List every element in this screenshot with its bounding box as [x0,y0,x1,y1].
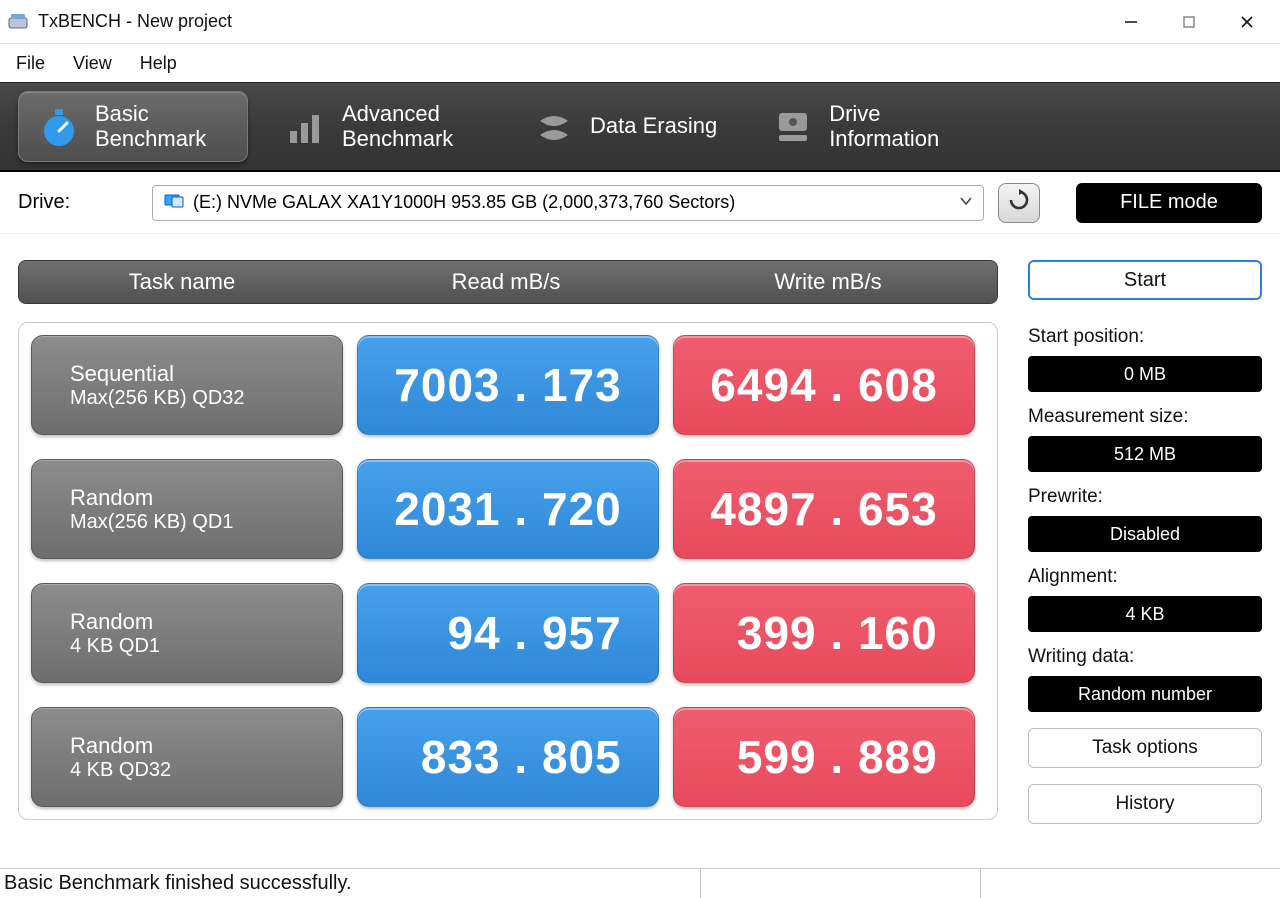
side-panel: Start Start position: 0 MB Measurement s… [1028,260,1262,866]
header-task: Task name [19,269,345,295]
read-value: 833 . 805 [357,707,659,807]
read-value: 2031 . 720 [357,459,659,559]
window-minimize-button[interactable] [1102,0,1160,44]
task-line1: Sequential [70,361,342,387]
tab-label-line2: Information [829,127,939,151]
start-button[interactable]: Start [1028,260,1262,300]
read-value: 7003 . 173 [357,335,659,435]
stopwatch-icon [37,105,81,149]
read-value: 94 . 957 [357,583,659,683]
task-line1: Random [70,733,342,759]
status-cell-2 [700,869,980,898]
reload-icon [1008,189,1030,216]
bar-chart-icon [284,105,328,149]
main-tabstrip: Basic Benchmark Advanced Benchmark Data … [0,82,1280,172]
menubar: File View Help [0,44,1280,82]
benchmark-row: Random Max(256 KB) QD1 2031 . 720 4897 .… [31,459,985,559]
task-line1: Random [70,609,342,635]
tab-label-line1: Basic [95,102,206,126]
write-value: 599 . 889 [673,707,975,807]
start-position-value[interactable]: 0 MB [1028,356,1262,392]
writing-data-label: Writing data: [1028,646,1262,668]
write-value: 399 . 160 [673,583,975,683]
status-cell-3 [980,869,1280,898]
start-label: Start [1124,269,1166,292]
file-mode-label: FILE mode [1120,191,1218,214]
drive-select[interactable]: (E:) NVMe GALAX XA1Y1000H 953.85 GB (2,0… [152,185,984,221]
app-icon [8,12,28,32]
task-cell[interactable]: Random 4 KB QD1 [31,583,343,683]
window-close-button[interactable] [1218,0,1276,44]
tab-advanced-benchmark[interactable]: Advanced Benchmark [266,92,496,160]
task-line2: 4 KB QD32 [70,759,342,782]
status-text: Basic Benchmark finished successfully. [0,872,700,895]
chevron-down-icon [959,192,973,213]
menu-view[interactable]: View [73,53,112,74]
reload-button[interactable] [998,183,1040,223]
erase-icon [532,105,576,149]
window-title: TxBENCH - New project [38,11,232,32]
benchmark-body: Sequential Max(256 KB) QD32 7003 . 173 6… [18,322,998,820]
drive-row: Drive: (E:) NVMe GALAX XA1Y1000H 953.85 … [0,172,1280,234]
tab-basic-benchmark[interactable]: Basic Benchmark [18,91,248,161]
drive-icon [163,191,185,214]
tab-label-line1: Drive [829,102,939,126]
drive-info-icon [771,105,815,149]
menu-help[interactable]: Help [140,53,177,74]
titlebar: TxBENCH - New project [0,0,1280,44]
menu-file[interactable]: File [16,53,45,74]
statusbar: Basic Benchmark finished successfully. [0,868,1280,898]
benchmark-row: Random 4 KB QD1 94 . 957 399 . 160 [31,583,985,683]
benchmark-header: Task name Read mB/s Write mB/s [18,260,998,304]
alignment-value[interactable]: 4 KB [1028,596,1262,632]
task-line2: Max(256 KB) QD1 [70,511,342,534]
tab-label-line1: Data Erasing [590,114,717,138]
tab-label-line2: Benchmark [342,127,453,151]
tab-data-erasing[interactable]: Data Erasing [514,95,735,159]
task-line1: Random [70,485,342,511]
content-area: Task name Read mB/s Write mB/s Sequentia… [0,234,1280,876]
start-position-label: Start position: [1028,326,1262,348]
task-cell[interactable]: Random 4 KB QD32 [31,707,343,807]
measurement-size-value[interactable]: 512 MB [1028,436,1262,472]
file-mode-button[interactable]: FILE mode [1076,183,1262,223]
task-options-button[interactable]: Task options [1028,728,1262,768]
benchmark-row: Sequential Max(256 KB) QD32 7003 . 173 6… [31,335,985,435]
task-cell[interactable]: Random Max(256 KB) QD1 [31,459,343,559]
drive-label: Drive: [18,191,138,214]
window-maximize-button[interactable] [1160,0,1218,44]
writing-data-value[interactable]: Random number [1028,676,1262,712]
benchmark-panel: Task name Read mB/s Write mB/s Sequentia… [18,260,998,866]
write-value: 4897 . 653 [673,459,975,559]
tab-drive-information[interactable]: Drive Information [753,92,983,160]
header-read: Read mB/s [345,269,667,295]
task-cell[interactable]: Sequential Max(256 KB) QD32 [31,335,343,435]
task-line2: 4 KB QD1 [70,635,342,658]
alignment-label: Alignment: [1028,566,1262,588]
task-line2: Max(256 KB) QD32 [70,387,342,410]
history-button[interactable]: History [1028,784,1262,824]
tab-label-line2: Benchmark [95,127,206,151]
prewrite-label: Prewrite: [1028,486,1262,508]
write-value: 6494 . 608 [673,335,975,435]
benchmark-row: Random 4 KB QD32 833 . 805 599 . 889 [31,707,985,807]
tab-label-line1: Advanced [342,102,453,126]
measurement-size-label: Measurement size: [1028,406,1262,428]
header-write: Write mB/s [667,269,989,295]
prewrite-value[interactable]: Disabled [1028,516,1262,552]
drive-value: (E:) NVMe GALAX XA1Y1000H 953.85 GB (2,0… [193,192,735,213]
